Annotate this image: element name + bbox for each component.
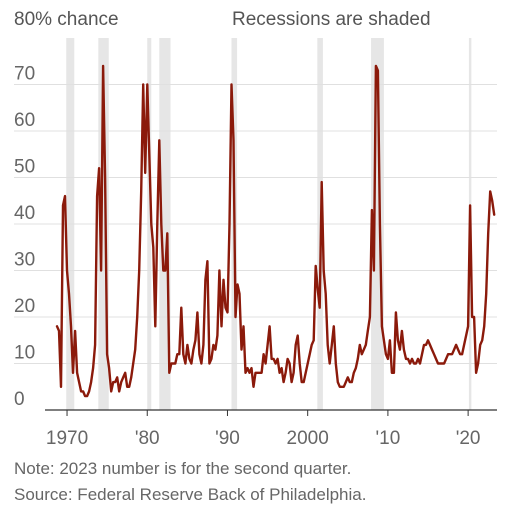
y-tick-label: 10: [14, 343, 35, 364]
y-tick-label: 40: [14, 203, 35, 224]
footnote: Note: 2023 number is for the second quar…: [14, 459, 352, 478]
x-tick-label: 2000: [287, 428, 329, 449]
y-tick-label: 20: [14, 296, 35, 317]
y-axis-ticks: 0 10 20 30 40 50 60 70: [14, 64, 35, 411]
source-note: Source: Federal Reserve Back of Philadel…: [14, 485, 367, 504]
x-axis-ticks: 1970 '80 '90 2000 '10 '20: [46, 410, 481, 449]
x-tick-label: 1970: [46, 428, 88, 449]
y-tick-label: 0: [14, 389, 25, 410]
y-tick-label: 60: [14, 110, 35, 131]
x-tick-label: '10: [376, 428, 401, 449]
y-tick-label: 30: [14, 250, 35, 271]
y-tick-label: 70: [14, 64, 35, 85]
y-tick-label: 50: [14, 157, 35, 178]
gridlines: [14, 84, 497, 364]
x-tick-label: '90: [215, 428, 240, 449]
series-layer: [55, 64, 496, 398]
y-axis-top-label: 80% chance: [14, 9, 119, 30]
recession-shading-note: Recessions are shaded: [232, 9, 431, 30]
recession-probability-line: [55, 64, 496, 398]
x-tick-label: '80: [135, 428, 160, 449]
x-tick-label: '20: [456, 428, 481, 449]
